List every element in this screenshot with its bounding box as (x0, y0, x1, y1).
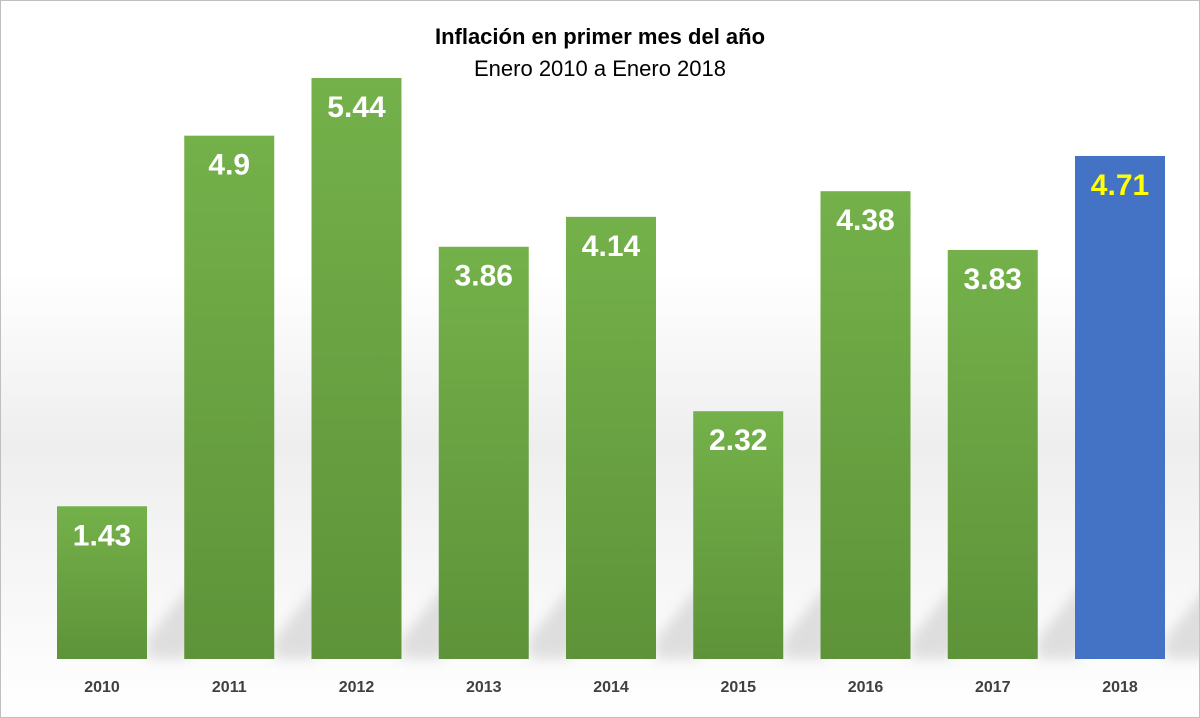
bar-2015 (693, 411, 784, 659)
x-tick-label-2018: 2018 (1102, 679, 1138, 696)
data-label-2014: 4.14 (582, 230, 641, 263)
x-tick-label-2013: 2013 (466, 679, 502, 696)
x-tick-label-2017: 2017 (975, 679, 1011, 696)
chart-title: Inflación en primer mes del año (434, 24, 766, 49)
data-label-2012: 5.44 (327, 91, 386, 124)
x-tick-label-2015: 2015 (720, 679, 756, 696)
bar-2010 (57, 506, 147, 659)
data-label-2016: 4.38 (836, 204, 894, 237)
x-tick-label-2012: 2012 (339, 679, 375, 696)
bar-2012 (311, 78, 402, 659)
bar-2013 (438, 246, 529, 659)
bar-2016 (820, 191, 911, 659)
data-label-2017: 3.83 (964, 263, 1022, 296)
bar-2017 (947, 249, 1038, 659)
bar-2014 (566, 216, 656, 659)
bar-2011 (184, 135, 275, 659)
x-tick-label-2016: 2016 (848, 679, 884, 696)
data-label-2010: 1.43 (73, 519, 131, 552)
chart-subtitle: Enero 2010 a Enero 2018 (474, 56, 726, 81)
x-tick-label-2014: 2014 (593, 679, 629, 696)
x-tick-label-2011: 2011 (212, 679, 247, 696)
x-tick-label-2010: 2010 (84, 679, 120, 696)
data-label-2011: 4.9 (208, 149, 250, 182)
data-label-2015: 2.32 (709, 424, 767, 457)
bar-shadow-2018 (1165, 596, 1200, 659)
data-label-2013: 3.86 (455, 260, 513, 293)
bar-2018 (1075, 155, 1165, 659)
data-label-2018: 4.71 (1091, 169, 1149, 202)
